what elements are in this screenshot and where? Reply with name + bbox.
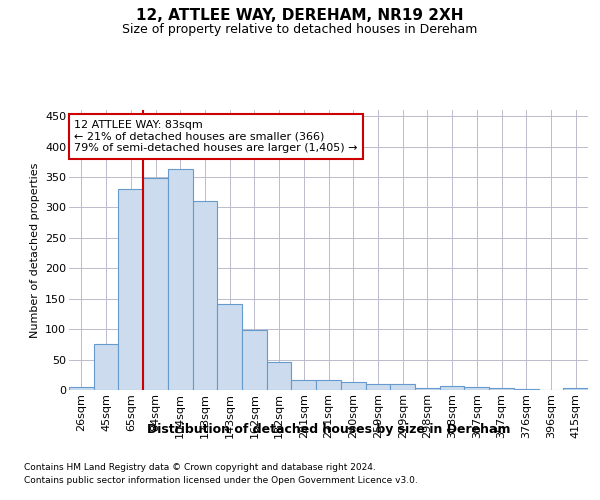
Text: Contains HM Land Registry data © Crown copyright and database right 2024.: Contains HM Land Registry data © Crown c… bbox=[24, 462, 376, 471]
Bar bbox=[341, 382, 365, 390]
Text: Size of property relative to detached houses in Dereham: Size of property relative to detached ho… bbox=[122, 22, 478, 36]
Y-axis label: Number of detached properties: Number of detached properties bbox=[29, 162, 40, 338]
Bar bbox=[69, 387, 94, 390]
Bar bbox=[267, 362, 292, 390]
Text: Contains public sector information licensed under the Open Government Licence v3: Contains public sector information licen… bbox=[24, 476, 418, 485]
Bar bbox=[563, 388, 588, 390]
Bar bbox=[193, 202, 217, 390]
Bar bbox=[217, 304, 242, 390]
Bar bbox=[118, 189, 143, 390]
Bar bbox=[94, 344, 118, 390]
Text: Distribution of detached houses by size in Dereham: Distribution of detached houses by size … bbox=[147, 422, 511, 436]
Bar bbox=[415, 388, 440, 390]
Bar bbox=[143, 178, 168, 390]
Bar bbox=[440, 386, 464, 390]
Bar bbox=[168, 169, 193, 390]
Bar bbox=[292, 380, 316, 390]
Text: 12, ATTLEE WAY, DEREHAM, NR19 2XH: 12, ATTLEE WAY, DEREHAM, NR19 2XH bbox=[136, 8, 464, 22]
Bar bbox=[489, 388, 514, 390]
Text: 12 ATTLEE WAY: 83sqm
← 21% of detached houses are smaller (366)
79% of semi-deta: 12 ATTLEE WAY: 83sqm ← 21% of detached h… bbox=[74, 120, 358, 153]
Bar bbox=[390, 384, 415, 390]
Bar bbox=[464, 387, 489, 390]
Bar bbox=[242, 330, 267, 390]
Bar bbox=[365, 384, 390, 390]
Bar bbox=[316, 380, 341, 390]
